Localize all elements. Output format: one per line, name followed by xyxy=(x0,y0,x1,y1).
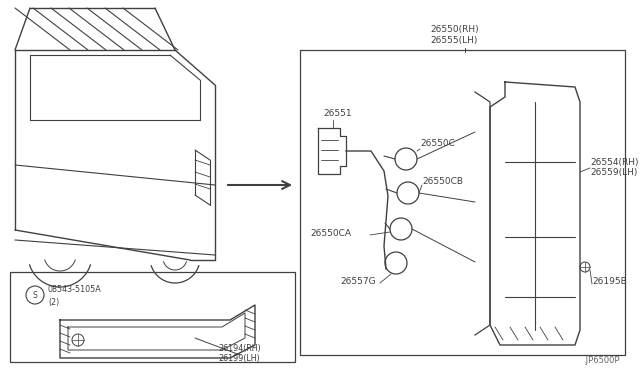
Text: 26550C: 26550C xyxy=(420,140,455,148)
Bar xyxy=(300,50,625,355)
Text: .JP6500P: .JP6500P xyxy=(584,356,620,365)
Bar xyxy=(10,272,295,362)
Text: 26194(RH): 26194(RH) xyxy=(218,343,260,353)
Text: 08543-5105A: 08543-5105A xyxy=(48,285,102,295)
Text: 26195B: 26195B xyxy=(592,278,627,286)
Text: (2): (2) xyxy=(48,298,60,308)
Text: 26555(LH): 26555(LH) xyxy=(430,36,477,45)
Text: S: S xyxy=(33,291,37,299)
Text: 26199(LH): 26199(LH) xyxy=(218,355,260,363)
Text: 26550CA: 26550CA xyxy=(310,228,351,237)
Text: 26550(RH): 26550(RH) xyxy=(430,25,479,34)
Text: 26550CB: 26550CB xyxy=(422,176,463,186)
Text: 26559(LH): 26559(LH) xyxy=(590,169,637,177)
Text: 26554(RH): 26554(RH) xyxy=(590,157,639,167)
Text: 26551: 26551 xyxy=(323,109,351,118)
Text: 26557G: 26557G xyxy=(340,276,376,285)
